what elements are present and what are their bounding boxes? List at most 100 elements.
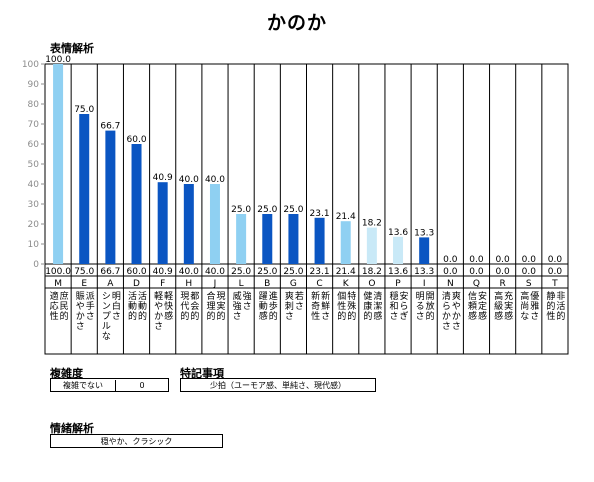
emotion-section-label: 情緒解析 — [50, 422, 94, 435]
notes-box: 少拍（ユーモア感、単純さ、現代感） — [180, 378, 376, 392]
category-letter: T — [551, 279, 558, 289]
complexity-box: 複雑でない 0 — [50, 378, 169, 392]
table-value: 75.0 — [74, 267, 94, 277]
category-letter: S — [526, 279, 532, 289]
bar-value-label: 21.4 — [336, 212, 356, 222]
category-description-char: 尚 — [520, 300, 529, 312]
category-description-char: 刺 — [285, 301, 294, 312]
bar-value-label: 25.0 — [257, 205, 277, 215]
table-value: 40.0 — [179, 267, 199, 277]
category-description-char: 非 — [556, 290, 565, 302]
category-letter: L — [239, 279, 244, 289]
category-description-char: 感 — [504, 310, 513, 322]
category-description-char: か — [442, 311, 451, 322]
table-value: 0.0 — [443, 267, 458, 277]
category-description-char: 的 — [180, 310, 189, 322]
bar-value-label: 66.7 — [100, 122, 120, 132]
category-description-char: さ — [243, 301, 252, 312]
category-letter: R — [499, 279, 505, 289]
category-description-char: ぎ — [400, 310, 409, 322]
category-letter: N — [447, 279, 454, 289]
category-letter: I — [423, 279, 426, 289]
category-description-char: 的 — [138, 310, 147, 322]
category-description-char: 性 — [546, 310, 555, 322]
bar-value-label: 0.0 — [548, 255, 563, 265]
category-description-char: 鮮 — [321, 300, 330, 312]
category-description-char: 軽 — [154, 291, 163, 302]
category-description-char: 明 — [416, 291, 425, 302]
category-description-char: 現 — [180, 291, 189, 302]
category-description-char: 快 — [164, 300, 173, 312]
category-description-char: 代 — [180, 301, 189, 312]
category-description-char: 感 — [259, 310, 268, 322]
category-description-char: か — [76, 311, 85, 322]
category-description-char: さ — [321, 311, 330, 322]
complexity-label: 複雑でない — [51, 379, 116, 391]
category-description-char: 庶 — [60, 290, 69, 302]
bar-value-label: 0.0 — [469, 255, 484, 265]
category-description-char: 性 — [50, 310, 59, 322]
category-description-char: 高 — [494, 290, 503, 302]
y-tick-label: 50 — [28, 160, 40, 170]
bar-E — [79, 114, 90, 264]
category-description-char: 個 — [337, 290, 346, 302]
category-description-char: 新 — [311, 290, 320, 302]
category-description-char: 実 — [504, 300, 513, 312]
bar-value-label: 13.3 — [414, 228, 434, 238]
category-description-char: な — [520, 311, 529, 322]
bar-value-label: 23.1 — [310, 209, 330, 219]
notes-value: 少拍（ユーモア感、単純さ、現代感） — [210, 380, 346, 390]
category-description-char: ル — [102, 322, 111, 332]
table-value: 40.9 — [153, 267, 173, 277]
category-description-char: や — [76, 301, 85, 312]
y-tick-label: 20 — [28, 220, 40, 230]
category-description-char: 清 — [442, 290, 451, 302]
category-description-char: 明 — [112, 291, 121, 302]
bar-J — [209, 184, 220, 264]
category-description-char: 放 — [426, 300, 435, 312]
category-description-char: 頼 — [468, 301, 477, 312]
category-description-char: 的 — [190, 310, 199, 322]
category-letter: H — [185, 279, 192, 289]
page-title: かのか — [266, 12, 327, 34]
category-description-char: 級 — [494, 300, 503, 312]
bar-K — [340, 221, 351, 264]
bar-value-label: 13.6 — [388, 228, 408, 238]
category-description-char: 躍 — [259, 291, 268, 302]
category-description-char: 新 — [321, 290, 330, 302]
category-letter: G — [290, 279, 297, 289]
category-description-char: 適 — [50, 290, 59, 302]
category-description-char: 強 — [233, 300, 242, 312]
category-description-char: な — [102, 331, 111, 342]
bar-I — [419, 237, 430, 264]
category-description-char: 定 — [478, 300, 487, 312]
y-tick-label: 100 — [22, 60, 39, 70]
category-description-char: 的 — [556, 310, 565, 322]
category-description-char: 軽 — [164, 291, 173, 302]
table-value: 23.1 — [310, 267, 330, 277]
category-description-char: 安 — [400, 290, 409, 302]
bar-value-label: 18.2 — [362, 219, 382, 229]
category-description-char: 高 — [520, 290, 529, 302]
bar-value-label: 0.0 — [443, 255, 458, 265]
category-description-char: 的 — [363, 310, 372, 322]
emotion-value: 穏やか、クラシック — [100, 436, 173, 446]
category-description-char: 安 — [478, 290, 487, 302]
category-description-char: 爽 — [285, 291, 294, 302]
category-description-char: か — [154, 311, 163, 322]
category-description-char: 感 — [478, 310, 487, 322]
category-description-char: 的 — [426, 310, 435, 322]
category-description-char: ら — [400, 301, 409, 312]
complexity-section-label: 複雑度 — [50, 367, 83, 380]
category-description-char: さ — [295, 301, 304, 312]
bar-P — [393, 236, 404, 264]
table-value: 25.0 — [283, 267, 303, 277]
category-description-char: 清 — [373, 290, 382, 302]
table-value: 13.3 — [414, 267, 434, 277]
bar-C — [314, 217, 325, 264]
category-description-char: 民 — [60, 301, 69, 312]
y-tick-label: 70 — [28, 120, 40, 130]
category-description-char: 性 — [311, 310, 320, 322]
table-value: 18.2 — [362, 267, 382, 277]
